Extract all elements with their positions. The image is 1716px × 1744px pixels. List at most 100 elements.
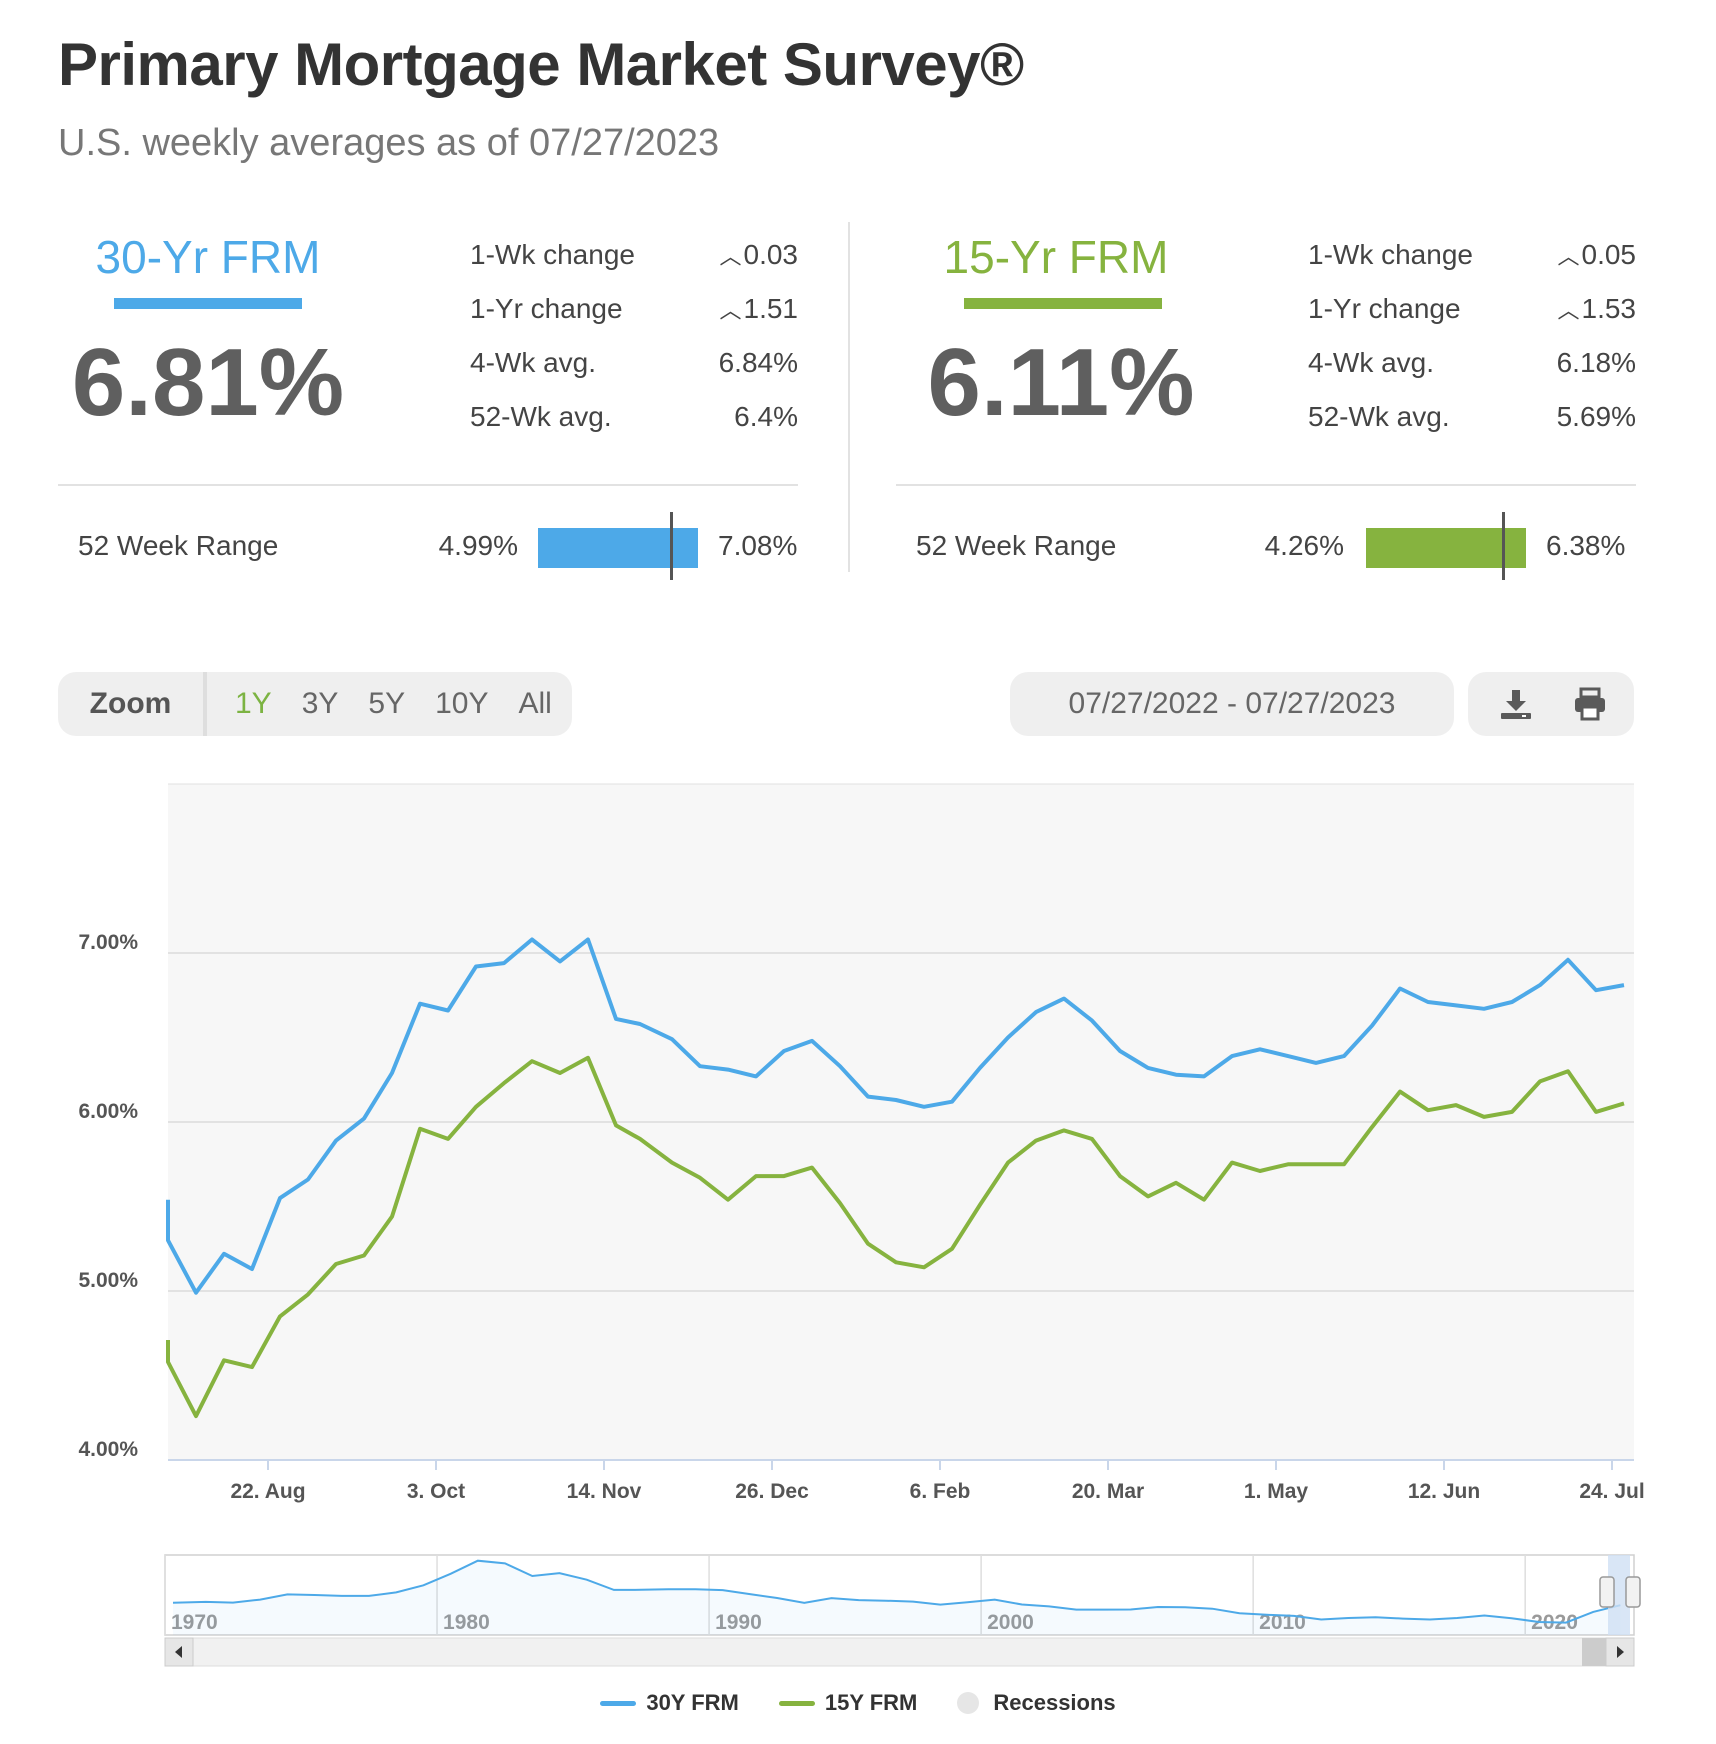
rate-panel-30yr: 30-Yr FRM 6.81% 1-Wk change ︿ 0.03 1-Yr ch… bbox=[58, 210, 798, 590]
navigator-tick-label: 1980 bbox=[443, 1611, 490, 1634]
legend-swatch-recessions bbox=[957, 1692, 980, 1714]
legend-label: 15Y FRM bbox=[824, 1690, 918, 1715]
range-marker-30yr bbox=[670, 512, 674, 580]
zoom-label: Zoom bbox=[89, 687, 172, 720]
legend-item-30y[interactable]: 30Y FRM bbox=[600, 1690, 739, 1716]
legend-label: Recessions bbox=[993, 1690, 1116, 1715]
rate-value-30yr: 6.81% bbox=[71, 329, 345, 436]
up-caret-icon: ︿ bbox=[1557, 298, 1580, 323]
stat-row: 1-Wk change ︿ 0.05 bbox=[1308, 228, 1636, 282]
print-icon[interactable] bbox=[1572, 686, 1608, 722]
stat-value: 0.03 bbox=[743, 239, 799, 270]
stat-value: 0.05 bbox=[1581, 239, 1637, 270]
x-tick-label: 20. Mar bbox=[1072, 1480, 1144, 1503]
rates-chart: 4.00% 5.00% 6.00% 7.00% 22. Aug 3. Oct 14. Nov… bbox=[78, 783, 1645, 1667]
y-tick-label: 7.00% bbox=[78, 931, 138, 954]
stat-row: 52-Wk avg. 5.69% bbox=[1308, 390, 1636, 444]
legend-label: 30Y FRM bbox=[646, 1690, 739, 1715]
download-icon[interactable] bbox=[1498, 686, 1534, 722]
stat-row: 1-Yr change ︿ 1.53 bbox=[1308, 282, 1636, 336]
zoom-control: Zoom 1Y 3Y 5Y 10Y All bbox=[58, 672, 572, 736]
date-range-display[interactable]: 07/27/2022 - 07/27/2023 bbox=[1010, 672, 1454, 736]
scroll-left-arrow-icon bbox=[175, 1646, 182, 1658]
rate-value-15yr: 6.11% bbox=[927, 329, 1195, 436]
stat-row: 52-Wk avg. 6.4% bbox=[470, 390, 798, 444]
range-label-30yr: 52 Week Range bbox=[78, 530, 279, 561]
rate-underline-15yr bbox=[964, 298, 1162, 309]
stat-row: 4-Wk avg. 6.18% bbox=[1308, 336, 1636, 390]
x-tick-label: 14. Nov bbox=[567, 1480, 642, 1503]
x-tick-label: 24. Jul bbox=[1579, 1480, 1644, 1503]
stat-label: 4-Wk avg. bbox=[1308, 347, 1435, 378]
navigator-line bbox=[172, 1559, 1621, 1624]
x-tick-label: 6. Feb bbox=[910, 1480, 971, 1503]
y-tick-label: 5.00% bbox=[78, 1269, 138, 1292]
up-caret-icon: ︿ bbox=[1557, 244, 1580, 269]
stat-label: 4-Wk avg. bbox=[470, 347, 597, 378]
navigator-frame bbox=[164, 1554, 1635, 1636]
stat-value: 6.84% bbox=[718, 347, 798, 378]
stat-row: 4-Wk avg. 6.84% bbox=[470, 336, 798, 390]
navigator-scrollbar[interactable] bbox=[164, 1637, 1635, 1667]
stats-15yr: 1-Wk change ︿ 0.05 1-Yr change ︿ 1.53 4-Wk a… bbox=[1308, 228, 1636, 444]
stat-value: 1.51 bbox=[743, 293, 799, 324]
chart-legend: 30Y FRM 15Y FRM Recessions bbox=[0, 1690, 1716, 1716]
stat-value: 5.69% bbox=[1556, 401, 1636, 432]
divider bbox=[58, 484, 798, 486]
navigator-selection bbox=[1608, 1555, 1630, 1635]
legend-swatch-15y bbox=[778, 1700, 815, 1706]
stat-label: 1-Wk change bbox=[1308, 239, 1473, 270]
navigator-handle-left[interactable] bbox=[1599, 1576, 1615, 1608]
zoom-1y-button[interactable]: 1Y bbox=[235, 687, 272, 720]
range-bar-15yr bbox=[1366, 528, 1526, 568]
legend-item-recessions[interactable]: Recessions bbox=[957, 1690, 1116, 1716]
zoom-all-button[interactable]: All bbox=[518, 687, 552, 720]
up-caret-icon: ︿ bbox=[719, 298, 742, 323]
stat-row: 1-Wk change ︿ 0.03 bbox=[470, 228, 798, 282]
stat-label: 1-Yr change bbox=[470, 293, 623, 324]
zoom-5y-button[interactable]: 5Y bbox=[368, 687, 406, 720]
range-label-15yr: 52 Week Range bbox=[916, 530, 1117, 561]
y-tick-label: 6.00% bbox=[78, 1100, 138, 1123]
zoom-10y-button[interactable]: 10Y bbox=[435, 687, 489, 720]
scroll-thumb[interactable] bbox=[1582, 1638, 1606, 1666]
range-marker-15yr bbox=[1502, 512, 1506, 580]
stat-value: 6.18% bbox=[1556, 347, 1636, 378]
stat-row: 1-Yr change ︿ 1.51 bbox=[470, 282, 798, 336]
stat-label: 52-Wk avg. bbox=[470, 401, 612, 432]
navigator-tick-label: 1970 bbox=[171, 1611, 218, 1634]
x-tick-label: 22. Aug bbox=[230, 1480, 305, 1503]
rate-panel-15yr: 15-Yr FRM 6.11% 1-Wk change ︿ 0.05 1-Yr ch… bbox=[896, 210, 1636, 590]
navigator-tick-label: 2000 bbox=[987, 1611, 1034, 1634]
divider bbox=[896, 484, 1636, 486]
stat-label: 1-Yr change bbox=[1308, 293, 1461, 324]
range-max-30yr: 7.08% bbox=[718, 530, 798, 561]
series-line-30y bbox=[166, 937, 1625, 1295]
stat-value: 1.53 bbox=[1581, 293, 1637, 324]
legend-swatch-30y bbox=[600, 1700, 637, 1706]
x-tick-label: 26. Dec bbox=[735, 1480, 809, 1503]
range-max-15yr: 6.38% bbox=[1546, 530, 1626, 561]
rate-name-15yr: 15-Yr FRM bbox=[943, 231, 1169, 283]
zoom-3y-button[interactable]: 3Y bbox=[301, 687, 339, 720]
x-tick-label: 3. Oct bbox=[407, 1480, 465, 1503]
legend-item-15y[interactable]: 15Y FRM bbox=[778, 1690, 918, 1716]
stat-value: 6.4% bbox=[734, 401, 798, 432]
zoom-separator bbox=[203, 672, 207, 736]
stat-label: 52-Wk avg. bbox=[1308, 401, 1450, 432]
page-subtitle: U.S. weekly averages as of 07/27/2023 bbox=[58, 122, 720, 164]
x-tick-label: 12. Jun bbox=[1408, 1480, 1480, 1503]
up-caret-icon: ︿ bbox=[719, 244, 742, 269]
stat-label: 1-Wk change bbox=[470, 239, 635, 270]
range-bar-30yr bbox=[538, 528, 698, 568]
panel-divider bbox=[848, 222, 850, 572]
chart-tools bbox=[1468, 672, 1634, 736]
series-line-15y bbox=[166, 1055, 1625, 1419]
navigator-handle-right[interactable] bbox=[1625, 1576, 1641, 1608]
navigator-tick-label: 1990 bbox=[715, 1611, 762, 1634]
navigator-area bbox=[173, 1560, 1621, 1635]
y-tick-label: 4.00% bbox=[78, 1438, 138, 1461]
range-min-30yr: 4.99% bbox=[438, 530, 518, 561]
range-min-15yr: 4.26% bbox=[1264, 530, 1344, 561]
scroll-right-arrow-icon bbox=[1617, 1646, 1624, 1658]
